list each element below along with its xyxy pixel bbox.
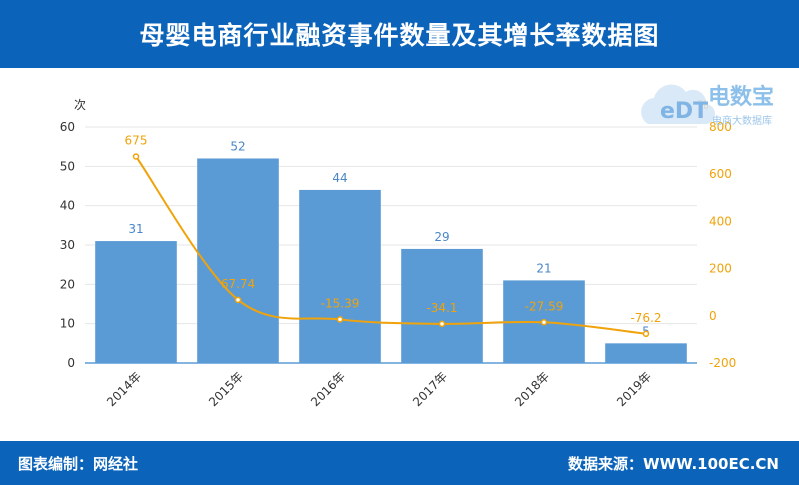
growth-rate-data-label: -27.59 <box>525 299 564 313</box>
bar <box>95 241 177 363</box>
logo-badge-text: eDT <box>660 99 708 124</box>
x-axis-tick-label: 2017年 <box>410 369 450 409</box>
growth-rate-data-label: 675 <box>125 134 148 148</box>
left-axis-tick-label: 0 <box>67 356 75 370</box>
growth-rate-data-label: -15.39 <box>321 296 360 310</box>
bar <box>299 189 381 363</box>
left-axis-unit: 次 <box>74 98 86 112</box>
cloud-logo-icon: eDT 电数宝 电商大数据库 <box>641 84 774 127</box>
footer-data-source: 数据来源：WWW.100EC.CN <box>568 455 779 473</box>
chart-title: 母婴电商行业融资事件数量及其增长率数据图 <box>139 21 660 50</box>
x-axis-tick-label: 2018年 <box>512 369 552 409</box>
growth-rate-data-label: 67.74 <box>221 277 255 291</box>
logo-subtitle-text: 电商大数据库 <box>712 114 772 127</box>
watermark-logo: eDT 电数宝 电商大数据库 <box>630 72 795 134</box>
bar-data-label: 21 <box>536 261 551 275</box>
right-axis-tick-label: 0 <box>709 309 717 323</box>
combo-chart: 0102030405060-2000200400600800次%31524429… <box>60 98 737 409</box>
bar <box>197 158 279 363</box>
left-axis-tick-label: 10 <box>60 317 75 331</box>
bar-data-label: 29 <box>434 230 449 244</box>
growth-rate-point <box>642 330 650 338</box>
left-axis-tick-label: 50 <box>60 159 75 173</box>
x-axis-tick-label: 2015年 <box>206 369 246 409</box>
x-axis-tick-label: 2019年 <box>614 369 654 409</box>
growth-rate-data-label: -76.2 <box>630 311 661 325</box>
bar-data-label: 31 <box>128 222 143 236</box>
right-axis-tick-label: 200 <box>709 262 732 276</box>
growth-rate-point <box>438 320 446 328</box>
x-axis-tick-label: 2014年 <box>104 369 144 409</box>
growth-rate-point <box>540 319 548 326</box>
bar-data-label: 52 <box>230 139 245 153</box>
right-axis-tick-label: 600 <box>709 167 732 181</box>
header-bar: 母婴电商行业融资事件数量及其增长率数据图 <box>0 0 799 68</box>
growth-rate-line <box>135 155 647 335</box>
x-axis-tick-label: 2016年 <box>308 369 348 409</box>
bar <box>605 343 687 363</box>
logo-name-text: 电数宝 <box>708 84 774 110</box>
growth-rate-point <box>132 153 140 160</box>
bar <box>401 248 483 363</box>
bar-data-label: 44 <box>332 171 347 185</box>
growth-rate-point <box>234 296 242 304</box>
left-axis-tick-label: 30 <box>60 238 75 252</box>
right-axis-tick-label: -200 <box>709 356 736 370</box>
left-axis-tick-label: 20 <box>60 277 75 291</box>
footer-bar: 图表编制：网经社 数据来源：WWW.100EC.CN <box>0 441 799 485</box>
left-axis-tick-label: 40 <box>60 199 75 213</box>
left-axis-tick-label: 60 <box>60 120 75 134</box>
growth-rate-data-label: -34.1 <box>426 301 457 315</box>
growth-rate-point <box>336 316 344 323</box>
chart-area: 0102030405060-2000200400600800次%31524429… <box>0 68 799 441</box>
right-axis-tick-label: 400 <box>709 214 732 228</box>
footer-source-editor: 图表编制：网经社 <box>18 455 139 473</box>
right-axis-tick-label: 800 <box>709 120 732 134</box>
